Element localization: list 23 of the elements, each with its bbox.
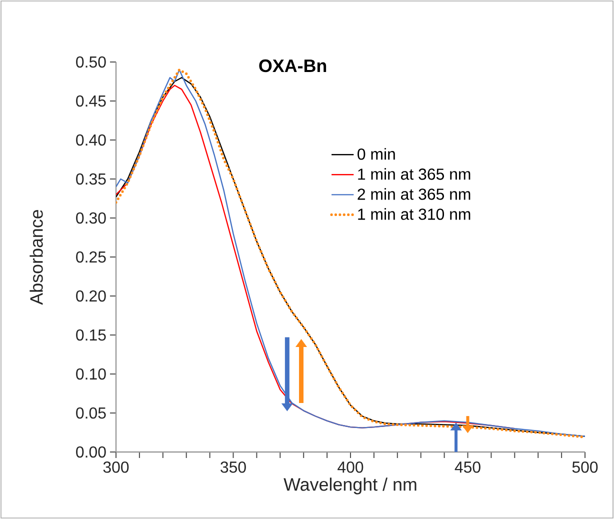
- legend-label: 1 min at 365 nm: [358, 168, 470, 180]
- y-tick-label: 0.25: [76, 251, 106, 263]
- x-tick-label: 450: [454, 462, 480, 473]
- x-tick-label: 500: [572, 462, 598, 473]
- legend-label: 2 min at 365 nm: [358, 188, 470, 200]
- y-tick-label: 0.10: [76, 368, 106, 380]
- y-tick-label: 0.20: [76, 290, 106, 302]
- x-axis-title: Wavelenght / nm: [284, 478, 416, 494]
- y-tick-label: 0.30: [76, 212, 106, 224]
- chart-title: OXA-Bn: [259, 59, 326, 72]
- y-tick-label: 0.00: [76, 446, 106, 458]
- x-tick-label: 400: [338, 462, 364, 473]
- legend-label: 0 min: [358, 148, 395, 160]
- y-tick-label: 0.15: [76, 329, 106, 341]
- y-axis-title: Absorbance: [30, 210, 43, 305]
- y-tick-label: 0.05: [76, 407, 106, 419]
- x-tick-label: 300: [103, 462, 129, 473]
- y-tick-label: 0.35: [76, 173, 106, 185]
- legend-label: 1 min at 310 nm: [358, 208, 470, 220]
- y-tick-label: 0.40: [76, 134, 106, 146]
- y-tick-label: 0.45: [76, 95, 106, 107]
- x-tick-label: 350: [220, 462, 246, 473]
- y-tick-label: 0.50: [76, 56, 106, 68]
